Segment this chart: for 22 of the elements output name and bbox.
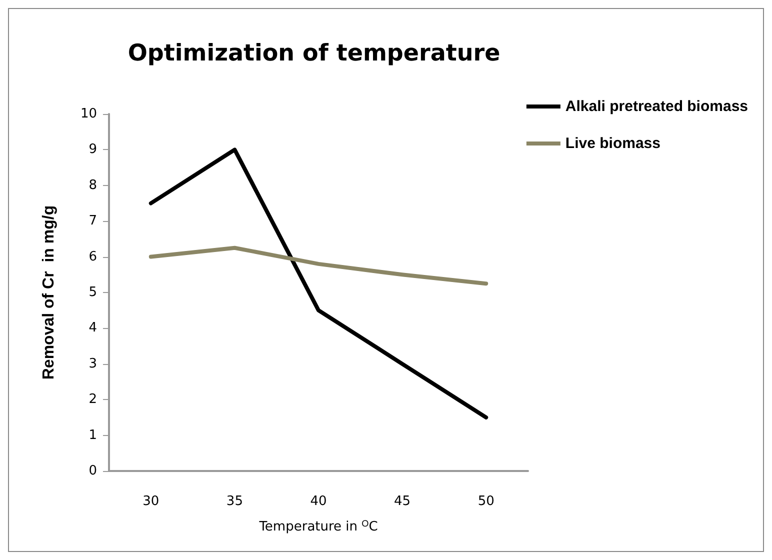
- y-tick-label: 2: [88, 392, 97, 408]
- y-tick-label: 0: [88, 464, 97, 478]
- y-tick-label: 4: [88, 320, 97, 336]
- y-tick-label: 9: [88, 142, 97, 158]
- y-tick-label: 8: [88, 178, 97, 193]
- y-tick-label: 7: [88, 214, 97, 229]
- y-tick-label: 3: [88, 356, 97, 372]
- y-axis-title: Removal of Cr in mg/g: [40, 205, 58, 380]
- legend-label: Alkali pretreated biomass: [565, 98, 748, 115]
- y-tick-label: 6: [88, 249, 97, 264]
- x-tick-label: 30: [142, 494, 160, 509]
- y-tick-label: 5: [88, 285, 97, 300]
- chart-title: Optimization of temperature: [128, 40, 500, 66]
- legend-label: Live biomass: [565, 135, 660, 152]
- line-series: [148, 246, 488, 286]
- x-tick-label: 45: [394, 494, 411, 509]
- x-tick-label: 50: [478, 494, 494, 509]
- y-tick-label: 1: [88, 428, 97, 443]
- y-tick-label: 10: [80, 106, 97, 122]
- line-series: [148, 148, 488, 420]
- x-tick-label: 40: [310, 494, 327, 509]
- x-tick-label: 35: [226, 494, 243, 509]
